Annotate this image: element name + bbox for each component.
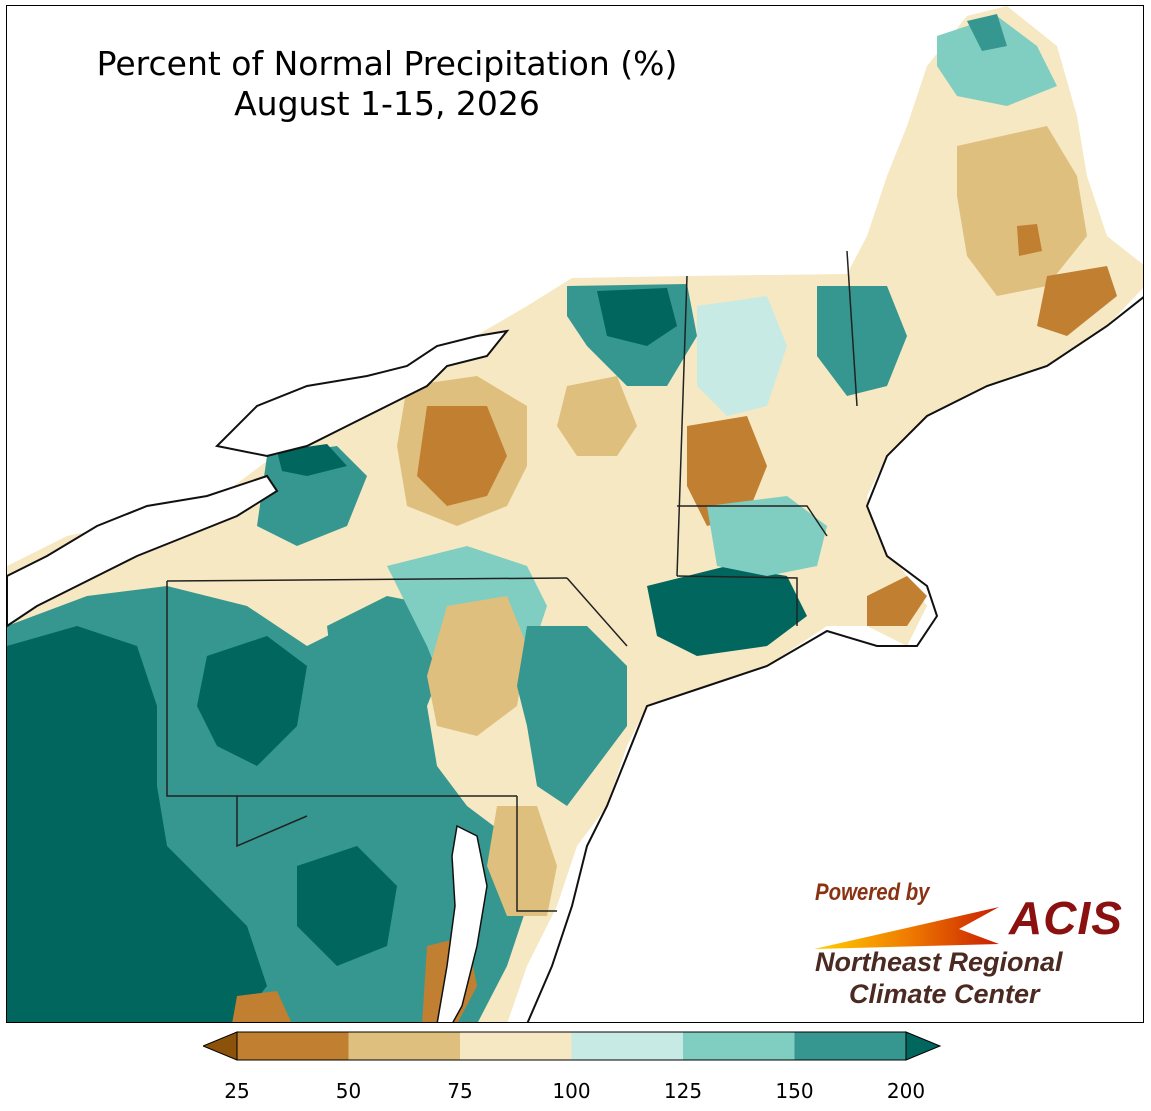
chesapeake-bay <box>436 824 488 1022</box>
colorbar-tick-label: 75 <box>447 1079 473 1103</box>
wet-region-nh <box>817 286 907 396</box>
colorbar-legend: 25 50 75 100 125 150 200 <box>201 1031 943 1111</box>
colorbar-border <box>236 1031 907 1061</box>
lake-erie <box>7 474 279 628</box>
moderate-region-ma <box>707 496 827 576</box>
colorbar-tick-label: 25 <box>224 1079 250 1103</box>
dry-region-vt-nh <box>687 416 767 526</box>
very-wet-region-lake <box>277 444 347 476</box>
wet-region-central-pa <box>327 596 447 726</box>
wet-region-nj <box>517 626 627 806</box>
colorbar-tick-label: 50 <box>335 1079 362 1103</box>
map-subtitle-date: August 1-15, 2026 <box>234 84 540 123</box>
map-title: Percent of Normal Precipitation (%) <box>96 44 678 83</box>
colorbar-tick-label: 100 <box>552 1079 591 1103</box>
atlantic-ocean <box>526 296 1143 1022</box>
very-wet-region-pa <box>197 636 307 766</box>
dry-region-delmarva <box>487 806 557 916</box>
dry-region-sw-va <box>232 991 292 1022</box>
colorbar-swatch <box>683 1032 795 1060</box>
very-wet-region-west <box>7 626 267 1022</box>
state-borders <box>166 250 858 912</box>
colorbar-swatch <box>571 1032 683 1060</box>
wet-region-top-maine <box>937 16 1057 106</box>
colorbar-swatch <box>348 1032 460 1060</box>
powered-by-text: Powered by <box>815 879 930 906</box>
center-name-line2: Climate Center <box>849 979 1040 1009</box>
colorbar-over-arrow <box>905 1031 942 1061</box>
colorbar-tick-label: 150 <box>775 1079 814 1103</box>
acis-swoosh-logo <box>814 907 999 949</box>
acis-logo-text: ACIS <box>1009 892 1123 944</box>
colorbar-swatches <box>201 1031 942 1061</box>
precipitation-map: Percent of Normal Precipitation (%) Augu… <box>6 5 1144 1023</box>
colorbar-swatch <box>237 1032 349 1060</box>
wet-region-ct-ma <box>647 566 807 656</box>
acis-credits: Powered by ACIS Northeast Regional Clima… <box>809 879 1129 1019</box>
very-wet-region-md <box>297 846 397 966</box>
colorbar-under-arrow <box>201 1031 238 1061</box>
very-wet-region-adirondacks <box>597 288 677 346</box>
colorbar-tick-label: 200 <box>886 1079 926 1103</box>
very-dry-region-finger-lakes <box>417 406 507 506</box>
dry-region-north-maine <box>957 126 1087 296</box>
dry-region-central-ny <box>557 376 637 456</box>
colorbar-swatch <box>460 1032 572 1060</box>
center-name-line1: Northeast Regional <box>815 947 1063 977</box>
very-dry-region-north-maine <box>1017 224 1042 256</box>
lake-ontario <box>214 329 510 458</box>
moderate-region-vt <box>697 296 787 416</box>
very-dry-region-coastal-maine <box>1037 266 1117 336</box>
dry-region-east-pa <box>427 596 527 736</box>
map-canvas <box>7 6 1143 1022</box>
colorbar-tick-label: 125 <box>663 1079 703 1103</box>
dry-region-capecod <box>867 576 927 626</box>
very-wet-region-top-maine <box>967 14 1007 51</box>
colorbar-swatch <box>794 1032 906 1060</box>
